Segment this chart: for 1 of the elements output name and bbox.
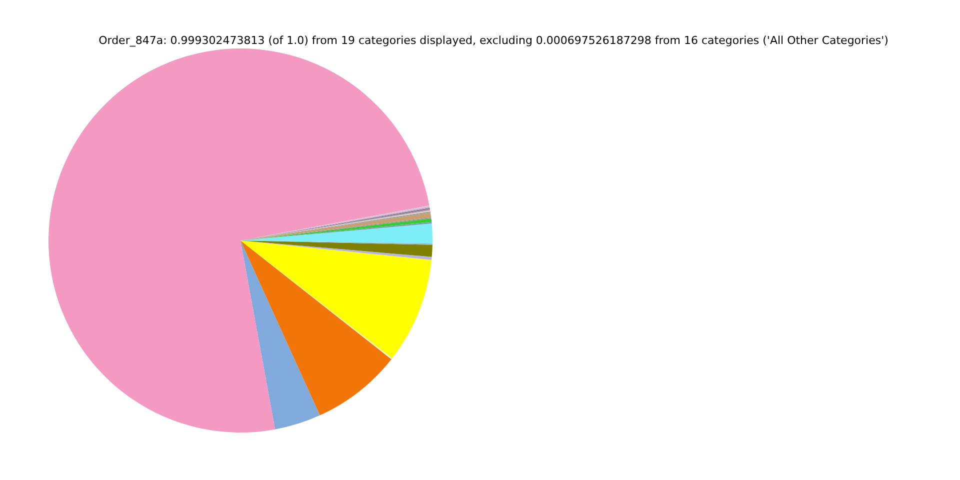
- text: Order_847a: 0.999302473813 (of 1.0) from 19 categories displayed, excluding 0.000697526187298 from 16 categories ('All Other Categories'): [98, 34, 888, 47]
